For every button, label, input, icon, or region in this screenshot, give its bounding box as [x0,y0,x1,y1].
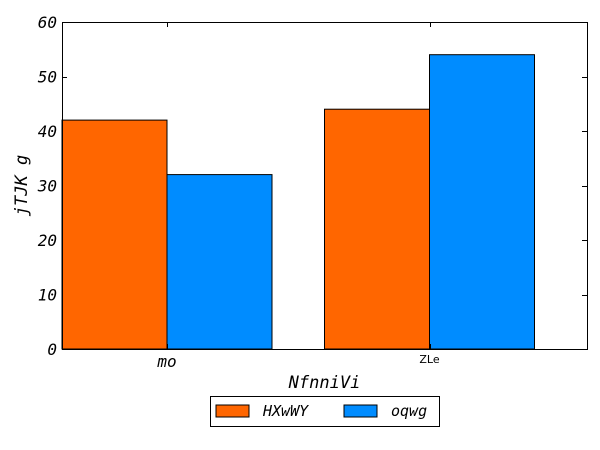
legend-swatch-oqwg [343,404,378,418]
y-tick-label: 0 [47,340,57,359]
y-tick-label: 60 [38,13,57,32]
bar-oqwg-mo [166,174,273,350]
y-tick-label: 50 [38,68,57,87]
x-tick-label: mo [156,352,176,371]
legend-label: oqwg [391,402,427,420]
y-tick-label: 10 [38,286,57,305]
legend-swatch-HXwWY [215,404,250,418]
y-tick-label: 20 [38,231,57,250]
bars [61,54,535,350]
y-tick-label: 30 [37,177,57,196]
x-axis-label: NfnniVi [288,373,361,393]
plot-frame [62,22,588,350]
legend-label: HXwWY [262,402,309,420]
legend: HXwWY oqwg [210,396,440,427]
bar-HXwWY-mo [61,119,168,350]
bar-HXwWY-ZLe [324,108,430,350]
y-tick-label: 40 [38,122,57,141]
y-axis-label: jTJK g [12,155,32,216]
x-axis-ticks: mo ZLe [156,22,440,371]
bar-oqwg-ZLe [429,54,535,350]
x-tick-label: ZLe [419,353,439,366]
y-axis-ticks: 0 10 20 30 40 50 60 [37,13,587,359]
